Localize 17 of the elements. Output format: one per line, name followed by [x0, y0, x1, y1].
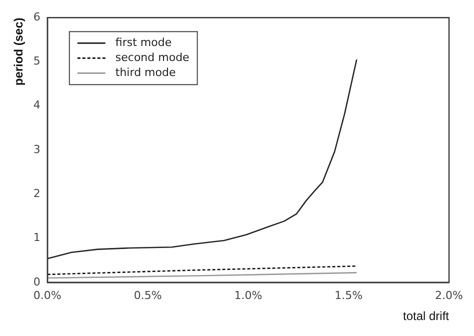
legend-label: second mode: [115, 50, 190, 64]
y-tick-label: 3: [33, 142, 40, 156]
x-tick-label: 0.5%: [134, 288, 162, 302]
y-tick-label: 2: [33, 186, 40, 200]
legend-label: third mode: [115, 66, 176, 79]
y-tick-label: 1: [33, 231, 40, 244]
x-tick-label: 1.0%: [234, 288, 262, 302]
y-tick-label: 5: [33, 54, 40, 68]
y-tick-label: 0: [33, 275, 40, 288]
y-tick-label: 6: [33, 10, 40, 24]
x-tick-label: 0.0%: [33, 288, 62, 302]
legend-label: first mode: [115, 36, 172, 49]
y-tick-label: 4: [33, 98, 40, 112]
x-tick-label: 2.0%: [435, 288, 464, 302]
y-axis-title: period (sec): [12, 18, 26, 86]
x-tick-label: 1.5%: [334, 288, 363, 302]
x-axis-title: total drift: [402, 309, 450, 324]
